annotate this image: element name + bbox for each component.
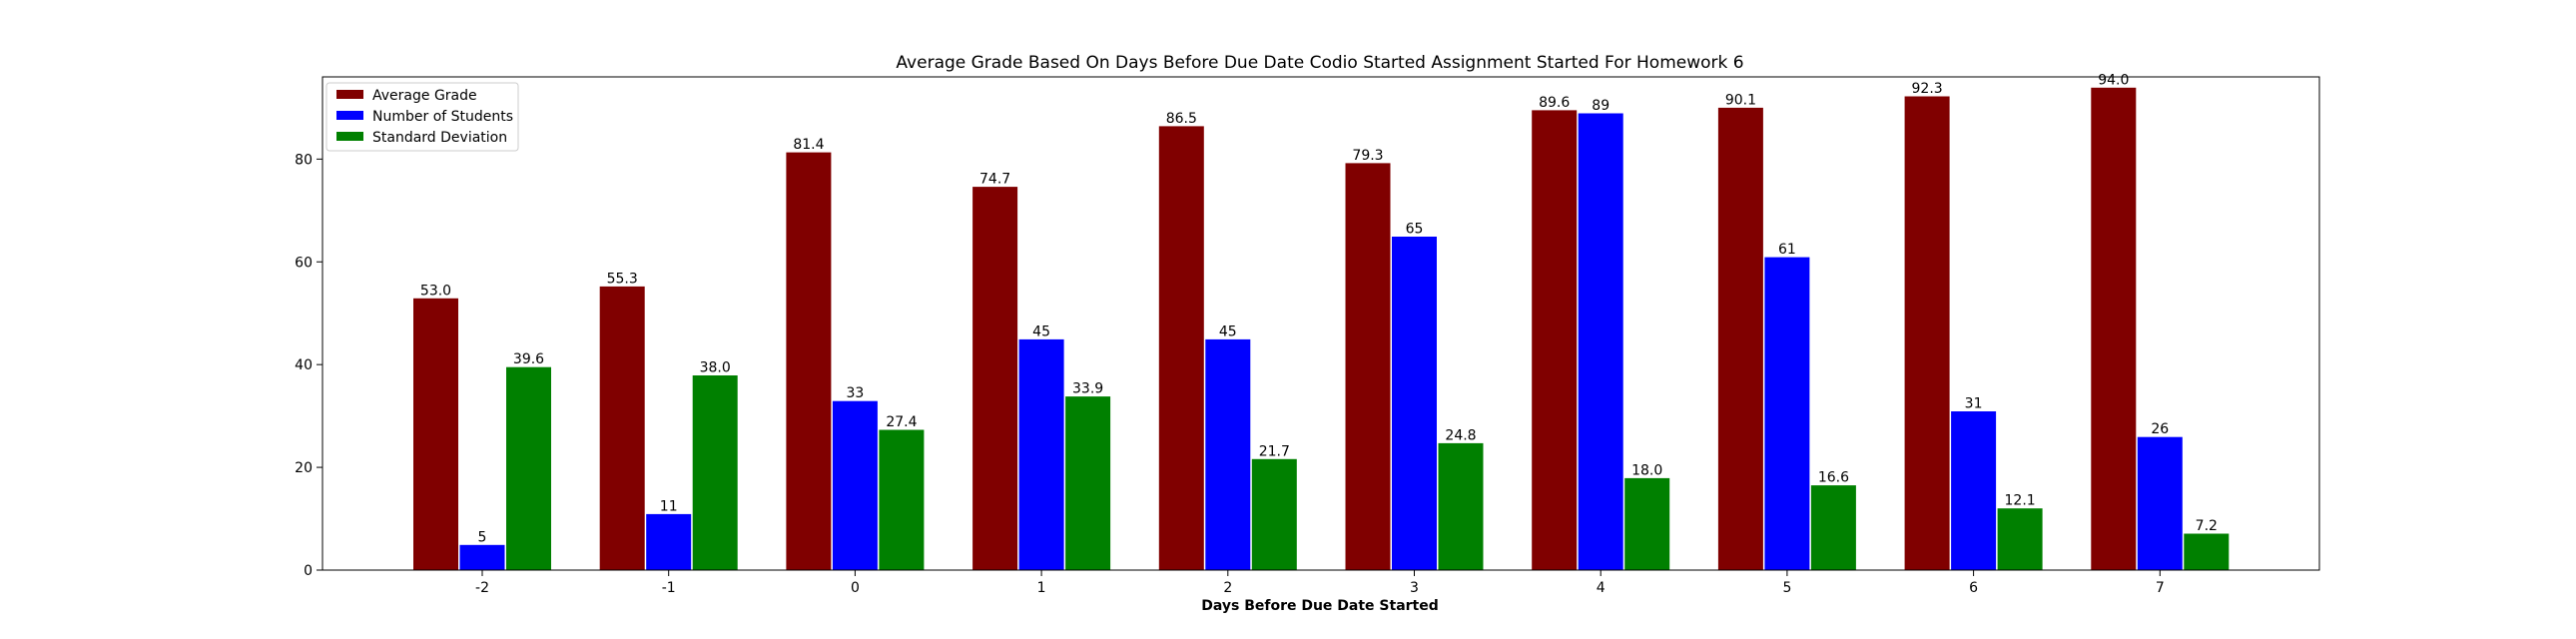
bar-standard-deviation-2 <box>878 428 926 571</box>
y-tick-label: 0 <box>304 563 313 579</box>
bar-standard-deviation-6 <box>1623 476 1671 571</box>
legend-swatch <box>336 111 363 120</box>
data-label: 55.3 <box>607 271 638 287</box>
data-label: 45 <box>1219 323 1237 339</box>
y-tick-label: 20 <box>295 460 313 476</box>
data-label: 38.0 <box>700 360 731 376</box>
bar-average-grade-9 <box>2090 86 2138 571</box>
bar-number-of-students-3 <box>1017 337 1065 571</box>
bar-average-grade-7 <box>1716 106 1764 571</box>
data-label: 39.6 <box>513 351 544 367</box>
bar-standard-deviation-7 <box>1809 484 1857 571</box>
data-label: 90.1 <box>1725 92 1756 108</box>
data-label: 86.5 <box>1166 111 1197 127</box>
legend-label: Average Grade <box>372 88 477 104</box>
data-label: 11 <box>660 498 678 514</box>
bar-average-grade-3 <box>971 186 1019 571</box>
x-axis-label: Days Before Due Date Started <box>1201 598 1439 614</box>
bar-average-grade-6 <box>1531 109 1579 571</box>
bar-number-of-students-0 <box>458 543 506 571</box>
data-label: 65 <box>1406 222 1424 238</box>
data-label: 79.3 <box>1352 148 1383 164</box>
x-tick-label: 0 <box>851 580 860 596</box>
x-tick-label: 1 <box>1037 580 1046 596</box>
bar-number-of-students-1 <box>645 512 693 571</box>
data-label: 33 <box>846 385 864 401</box>
legend-label: Number of Students <box>372 109 513 125</box>
data-label: 18.0 <box>1631 462 1662 478</box>
bar-number-of-students-8 <box>1950 410 1998 571</box>
x-tick-label: 3 <box>1410 580 1419 596</box>
data-label: 74.7 <box>979 172 1010 188</box>
data-label: 24.8 <box>1445 427 1476 443</box>
data-label: 89.6 <box>1539 95 1570 111</box>
data-label: 33.9 <box>1072 381 1103 397</box>
bar-average-grade-0 <box>412 297 459 571</box>
data-label: 92.3 <box>1912 81 1943 97</box>
data-label: 12.1 <box>2005 493 2036 509</box>
data-label: 16.6 <box>1818 470 1849 486</box>
legend-swatch <box>336 132 363 141</box>
bar-average-grade-5 <box>1344 162 1392 571</box>
bar-standard-deviation-3 <box>1064 395 1112 571</box>
bar-average-grade-1 <box>598 285 646 571</box>
bar-number-of-students-9 <box>2136 435 2184 571</box>
y-tick-label: 40 <box>295 357 313 373</box>
bar-standard-deviation-0 <box>505 365 552 571</box>
y-tick-label: 60 <box>295 255 313 271</box>
bar-average-grade-2 <box>785 151 833 571</box>
plot-frame <box>322 76 2320 571</box>
bar-standard-deviation-9 <box>2183 532 2231 571</box>
bar-number-of-students-6 <box>1577 112 1624 571</box>
legend-swatch <box>336 90 363 99</box>
x-tick-label: -1 <box>662 580 676 596</box>
x-tick-label: 6 <box>1969 580 1978 596</box>
data-label: 5 <box>478 529 487 545</box>
bar-number-of-students-5 <box>1391 236 1438 571</box>
data-label: 31 <box>1965 396 1983 412</box>
data-label: 27.4 <box>886 414 917 430</box>
bar-standard-deviation-8 <box>1996 507 2044 571</box>
bar-standard-deviation-1 <box>691 374 739 571</box>
data-label: 89 <box>1592 98 1610 114</box>
data-label: 94.0 <box>2098 72 2129 88</box>
data-label: 81.4 <box>793 137 824 153</box>
legend: Average Grade Number of Students Standard … <box>325 82 519 152</box>
bar-average-grade-4 <box>1157 125 1205 571</box>
legend-box <box>325 82 519 152</box>
data-label: 45 <box>1032 323 1050 339</box>
y-tick-label: 80 <box>295 152 313 168</box>
data-label: 21.7 <box>1259 443 1290 459</box>
x-tick-label: 2 <box>1223 580 1232 596</box>
legend-label: Standard Deviation <box>372 130 507 146</box>
bar-number-of-students-2 <box>831 399 879 571</box>
data-label: 53.0 <box>420 283 451 299</box>
bar-standard-deviation-4 <box>1250 457 1298 571</box>
x-tick-label: -2 <box>475 580 489 596</box>
data-label: 26 <box>2151 421 2169 437</box>
x-tick-label: 5 <box>1782 580 1791 596</box>
bar-average-grade-8 <box>1903 95 1951 571</box>
bar-number-of-students-7 <box>1763 256 1811 571</box>
bar-number-of-students-4 <box>1204 337 1252 571</box>
x-tick-label: 7 <box>2156 580 2165 596</box>
x-tick-label: 4 <box>1597 580 1606 596</box>
chart-title: Average Grade Based On Days Before Due D… <box>896 53 1743 73</box>
data-label: 61 <box>1778 242 1796 258</box>
bar-standard-deviation-5 <box>1437 441 1485 571</box>
data-label: 7.2 <box>2196 518 2218 534</box>
